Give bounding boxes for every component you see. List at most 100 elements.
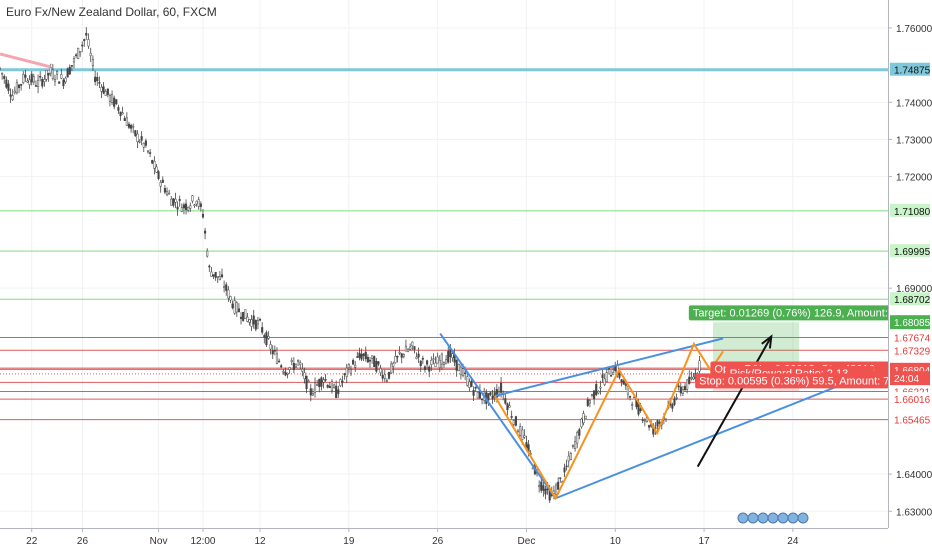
candle-body — [320, 377, 323, 387]
candle-body — [349, 369, 353, 374]
candle-body — [311, 393, 314, 396]
price-level-label: 1.67674 — [894, 333, 931, 344]
candle-body — [60, 74, 63, 79]
candle-body — [263, 335, 266, 338]
projection-arrow-line[interactable] — [696, 336, 773, 468]
candle-body — [468, 381, 471, 388]
event-marker[interactable] — [797, 512, 809, 524]
candle-body — [328, 385, 331, 389]
candle-body — [664, 418, 668, 421]
candle-body — [440, 353, 443, 365]
price-axis[interactable]: 1.76000 1.74000 1.73000 1.72000 1.69000 1.640… — [888, 0, 932, 550]
candle-body — [544, 488, 547, 495]
candle-body — [508, 405, 511, 408]
candle-body — [521, 429, 524, 440]
candle-body — [278, 360, 281, 363]
candle-body — [180, 207, 183, 212]
candle-body — [261, 327, 264, 333]
time-tick-label: 24 — [787, 536, 799, 547]
candle-body — [563, 467, 566, 473]
candle-body — [417, 353, 420, 358]
channel-line[interactable] — [494, 337, 724, 397]
event-marker[interactable] — [737, 512, 749, 524]
candle-body — [273, 349, 276, 352]
candle-body — [216, 276, 219, 279]
time-tick-label: 19 — [343, 536, 355, 547]
candle-body — [121, 112, 124, 115]
candle-body — [381, 375, 384, 379]
candle-body — [569, 453, 572, 460]
candle-body — [242, 311, 245, 321]
time-axis[interactable]: 22 26 Nov 12:00 12 19 26 Dec 10 17 24 — [0, 528, 932, 550]
candle-body — [457, 363, 460, 372]
price-label-box — [890, 330, 930, 344]
candle-body — [692, 376, 695, 380]
price-level-label: 1.65465 — [894, 416, 931, 427]
candle-body — [447, 351, 450, 363]
candle-body — [134, 130, 137, 136]
candle-body — [356, 356, 359, 358]
candle-body — [127, 123, 131, 128]
time-tick-label: 12 — [254, 536, 266, 547]
candle-body — [195, 200, 198, 205]
candle-body — [333, 384, 336, 389]
candle-body — [461, 368, 465, 376]
price-label-box — [890, 412, 930, 426]
candle-body — [151, 160, 154, 164]
candle-body — [108, 94, 111, 102]
price-level-label: 1.66016 — [894, 395, 931, 406]
event-marker[interactable] — [767, 512, 779, 524]
candle-body — [309, 388, 312, 396]
candle-body — [58, 81, 61, 84]
time-tick-label: 12:00 — [190, 536, 215, 547]
channel-line[interactable] — [439, 332, 557, 499]
candle-body — [629, 396, 632, 398]
candle-body — [159, 182, 162, 187]
candle-body — [516, 430, 520, 433]
candle-body — [474, 386, 477, 389]
event-marker[interactable] — [757, 512, 769, 524]
candle-body — [337, 389, 340, 394]
candle-body — [392, 363, 395, 367]
stop-label-group[interactable]: Stop: 0.00595 (0.36%) 59.5, Amount: 750 — [695, 373, 932, 389]
candle-body — [49, 67, 52, 74]
candle-body — [688, 376, 691, 384]
candle-body — [366, 356, 369, 363]
early-trend-line[interactable] — [0, 52, 52, 69]
candle-body — [193, 204, 196, 207]
candle-body — [185, 203, 188, 211]
price-level-label: 1.74875 — [894, 66, 931, 77]
candle-body — [254, 319, 257, 330]
candle-body — [590, 394, 594, 396]
candle-body — [641, 419, 644, 421]
candle-body — [208, 265, 211, 268]
candle-body — [491, 395, 494, 400]
candle-body — [438, 360, 441, 368]
candle-body — [30, 73, 33, 83]
time-tick-label: 22 — [26, 536, 38, 547]
candle-body — [472, 389, 475, 396]
event-marker[interactable] — [747, 512, 759, 524]
candle-body — [168, 192, 171, 195]
candle-body — [142, 143, 145, 148]
target-label-group[interactable]: Target: 0.01269 (0.76%) 126.9, Amount: 1… — [688, 305, 932, 321]
candle-body — [13, 90, 16, 94]
candle-body — [683, 386, 687, 390]
candle-body — [559, 477, 562, 479]
candle-body — [56, 71, 59, 75]
candle-body — [307, 380, 310, 383]
candle-body — [681, 389, 684, 394]
candle-body — [540, 481, 543, 491]
event-marker[interactable] — [787, 512, 799, 524]
candle-body — [576, 432, 579, 444]
candle-body — [383, 374, 386, 379]
candle-body — [601, 374, 604, 379]
candle-body — [265, 332, 268, 346]
candle-body — [182, 204, 185, 209]
event-marker[interactable] — [777, 512, 789, 524]
candle-body — [419, 360, 422, 366]
candle-body — [62, 79, 65, 87]
candle-body — [11, 95, 14, 101]
candle-body — [506, 403, 509, 411]
candle-body — [394, 356, 397, 364]
